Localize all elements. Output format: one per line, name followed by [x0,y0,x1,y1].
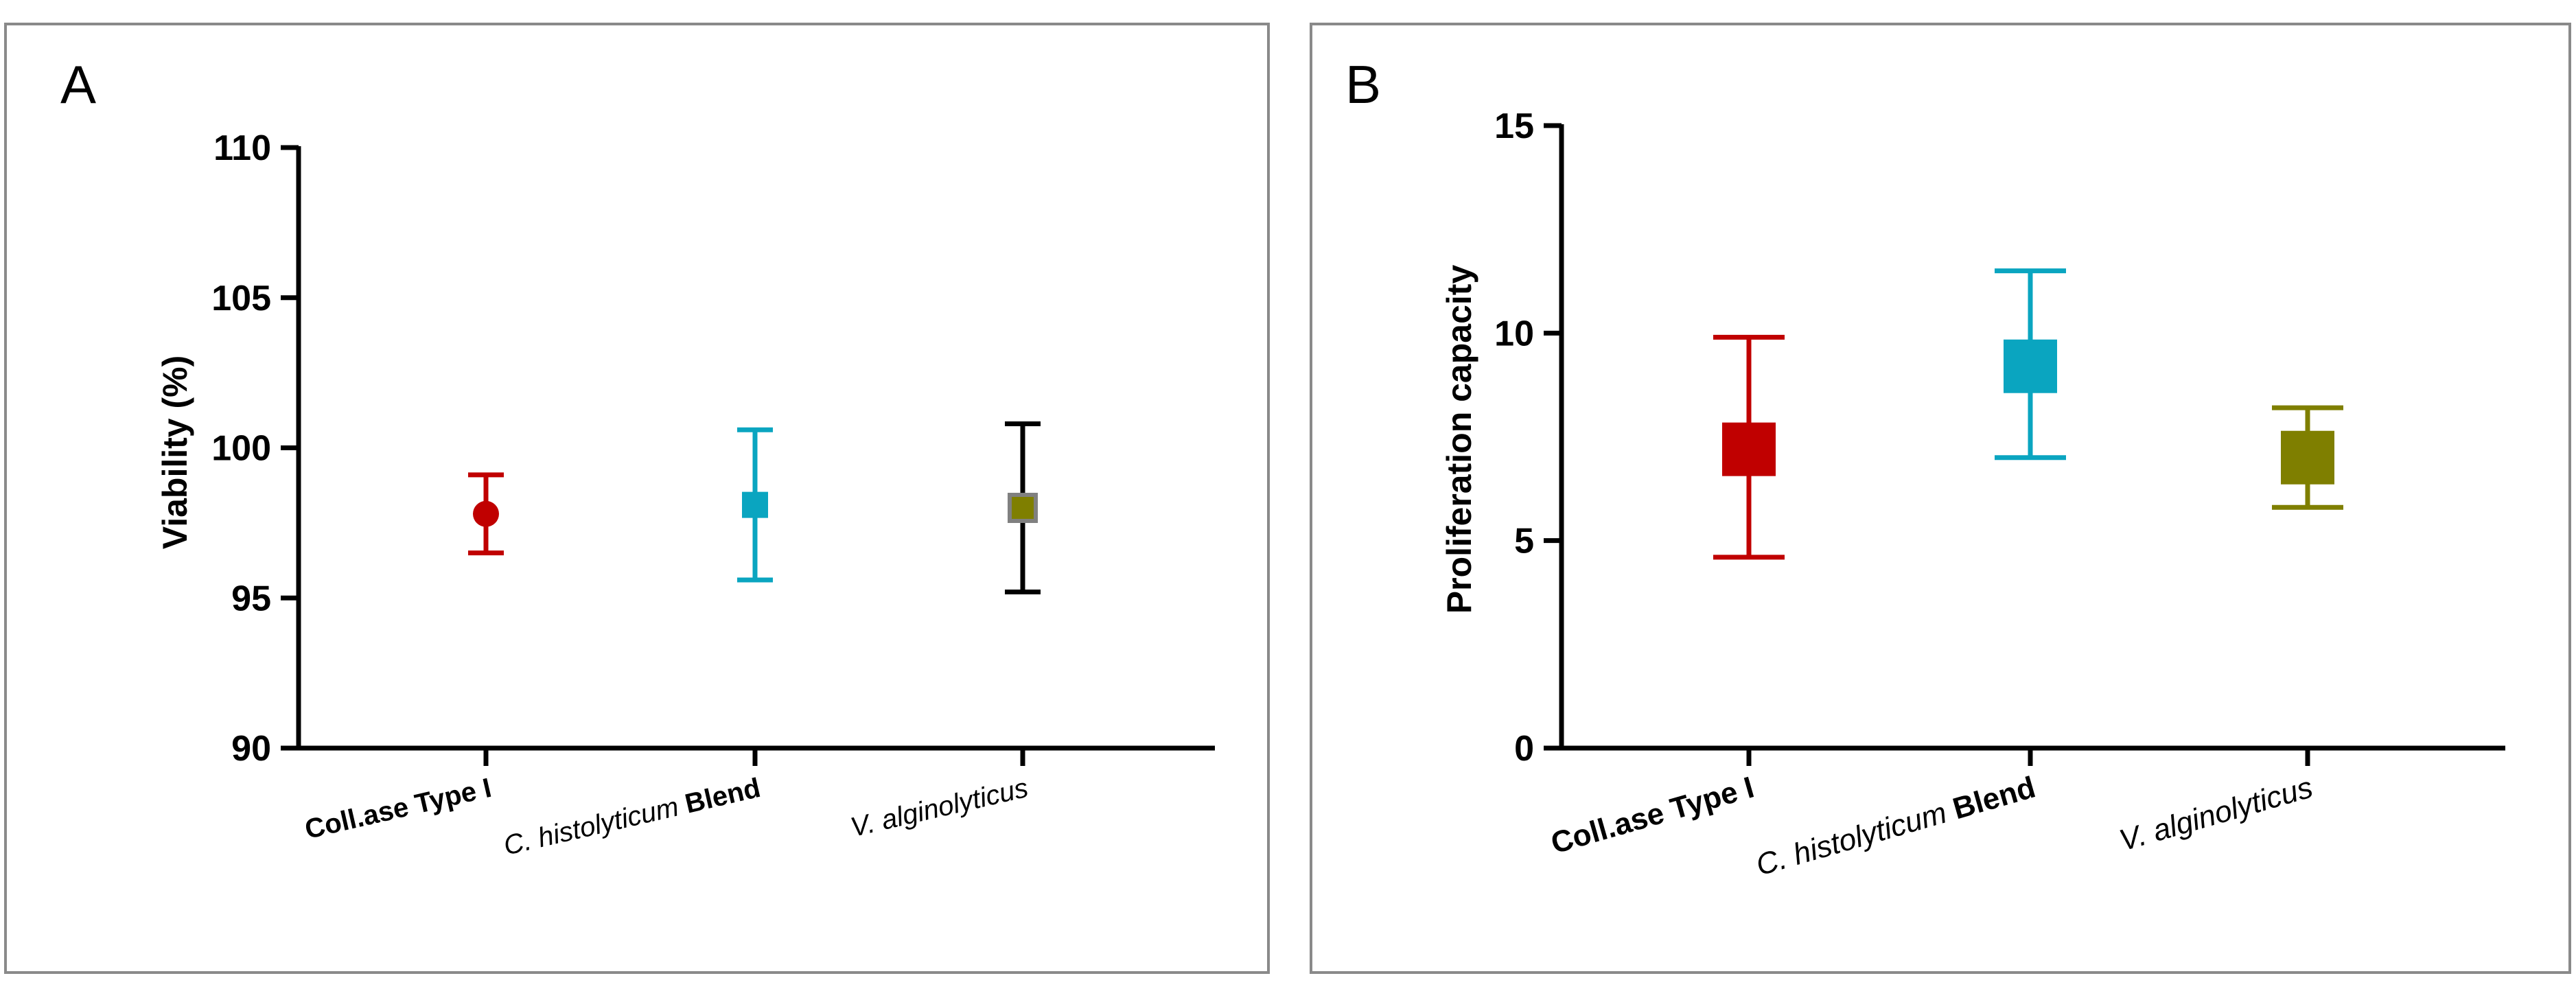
panel-a-y-ticks: 90 95 100 105 110 [211,128,301,769]
panel-b-markers [1722,339,2334,485]
mean-marker [742,491,768,518]
mean-marker [473,500,499,527]
y-tick-label: 15 [1494,106,1534,146]
y-tick-label: 110 [213,128,271,168]
mean-marker [2281,430,2334,485]
y-tick-label: 10 [1494,314,1534,353]
y-tick-label: 90 [231,729,271,769]
panel-b-frame [1310,23,2571,974]
mean-marker [2004,339,2057,393]
panel-a-frame [4,23,1270,974]
panel-b-label: B [1345,54,1381,115]
mean-marker [1722,422,1776,476]
mean-marker [1008,493,1038,523]
y-tick-label: 95 [231,579,271,618]
y-tick-label: 100 [211,429,271,469]
y-tick-label: 5 [1514,522,1534,561]
panel-a-x-axis [297,745,1215,766]
panel-a-label: A [60,54,96,115]
panel-a-y-axis-label: Viability (%) [156,356,194,549]
panel-b-y-axis-label: Proliferation capacity [1440,265,1478,614]
y-tick-label: 0 [1514,729,1534,769]
panel-b-y-ticks: 0 5 10 15 [1494,106,1564,769]
y-tick-label: 105 [211,279,271,318]
panel-b-x-axis [1559,745,2505,766]
panel-a-markers [473,491,1038,527]
